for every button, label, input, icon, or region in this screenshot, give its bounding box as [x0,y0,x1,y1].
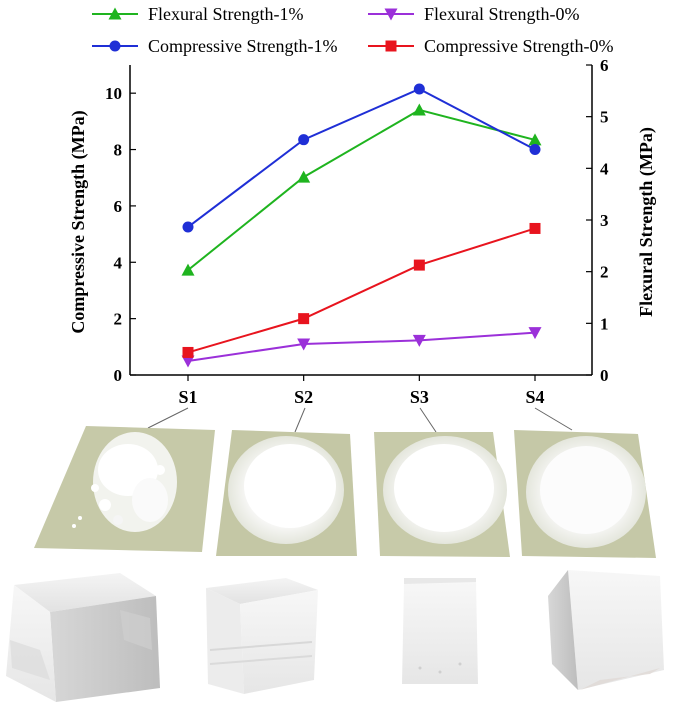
data-point [413,259,425,271]
legend-marker [108,7,122,20]
data-point [412,103,426,116]
x-tick-label: S1 [178,387,197,407]
y-tick-label-left: 6 [114,197,123,216]
y-tick-label-right: 1 [600,314,609,333]
cube-photo-s2 [206,578,318,694]
data-point [182,346,194,358]
x-tick-label: S4 [525,387,544,407]
legend-item: Compressive Strength-0% [368,36,613,56]
data-point [528,327,542,340]
powder-photo-s3 [374,432,510,557]
powder-photo-s1 [34,426,215,552]
legend-item: Compressive Strength-1% [92,36,337,56]
powder-photo-s2 [216,430,357,556]
strength-chart: Flexural Strength-1% Flexural Strength-0%… [68,4,657,407]
data-point [298,134,310,146]
data-point [413,83,425,95]
y-tick-label-left: 2 [114,310,123,329]
series-layer [181,83,542,368]
data-point [297,338,311,351]
y-tick-label-right: 0 [600,366,609,385]
x-tick-label: S2 [294,387,313,407]
y-tick-label-right: 4 [600,159,609,178]
y-tick-label-left: 4 [114,253,123,272]
connector-line-s4 [534,407,573,431]
series-line [187,331,536,363]
y-tick-label-left: 10 [105,84,122,103]
series-line [187,108,536,271]
legend-label: Flexural Strength-0% [424,4,579,24]
series-line [187,227,536,354]
legend-label: Compressive Strength-1% [148,36,337,56]
axes: 0 2 4 6 8 10 0 1 2 3 4 5 6 S1 S2 S3 S4 [105,56,609,407]
y-tick-label-right: 2 [600,263,609,282]
data-point [182,221,194,233]
legend-marker [385,40,397,52]
cube-photo-s4 [548,570,664,690]
connector-line-s1 [147,407,189,429]
data-point [298,313,310,325]
y-tick-label-right: 3 [600,211,609,230]
data-point [529,144,541,156]
series-compressive-strength-0- [182,222,541,358]
data-point [528,133,542,146]
y-tick-label-left: 8 [114,141,123,160]
series-compressive-strength-1- [182,83,541,233]
legend-item: Flexural Strength-1% [92,4,303,24]
data-point [412,334,426,347]
legend-marker [384,8,398,21]
data-point [297,170,311,183]
connector-line-s3 [419,407,437,433]
data-point [181,263,195,276]
y-tick-label-right: 6 [600,56,609,75]
y-tick-label-left: 0 [114,366,123,385]
series-flexural-strength-1- [181,103,542,276]
data-point [529,222,541,234]
legend-label: Flexural Strength-1% [148,4,303,24]
y-axis-label-right: Flexural Strength (MPa) [636,127,657,317]
legend: Flexural Strength-1% Flexural Strength-0%… [92,4,613,56]
y-axis-label-left: Compressive Strength (MPa) [68,110,89,333]
y-tick-label-right: 5 [600,108,609,127]
connector-line-s2 [294,407,306,433]
legend-marker [109,40,121,52]
cube-photo-s3 [402,578,478,684]
data-point [181,355,195,368]
series-flexural-strength-0- [181,327,542,368]
cube-photo-s1 [6,573,160,702]
series-line [187,87,536,228]
legend-item: Flexural Strength-0% [368,4,579,24]
legend-label: Compressive Strength-0% [424,36,613,56]
x-tick-label: S3 [410,387,429,407]
powder-photo-s4 [514,430,656,558]
